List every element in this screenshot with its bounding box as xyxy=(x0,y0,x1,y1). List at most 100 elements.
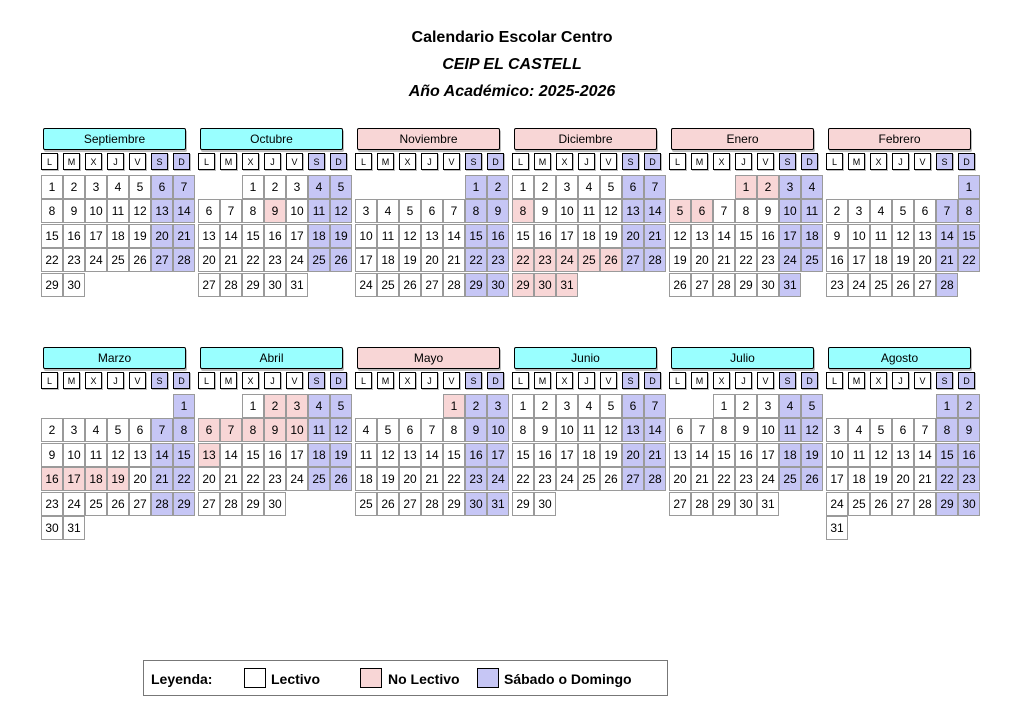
day-cell: 16 xyxy=(41,467,63,492)
day-cell: 21 xyxy=(151,467,173,492)
day-cell: 9 xyxy=(63,199,85,224)
day-cell: 1 xyxy=(735,175,757,199)
day-cell: 25 xyxy=(308,467,330,492)
day-cell: 18 xyxy=(355,467,377,492)
day-cell: 21 xyxy=(443,248,465,273)
day-cell: 31 xyxy=(63,516,85,540)
day-cell: 15 xyxy=(173,442,195,467)
day-cell: 23 xyxy=(534,467,556,492)
day-cell: 22 xyxy=(735,248,757,273)
day-cell: 30 xyxy=(487,272,509,297)
day-cell: 10 xyxy=(487,418,509,443)
weekday-header: S xyxy=(622,372,639,389)
day-cell: 24 xyxy=(779,248,801,273)
weekday-header: V xyxy=(757,153,774,170)
day-cell: 9 xyxy=(534,418,556,443)
weekday-header: X xyxy=(713,153,730,170)
day-cell: 1 xyxy=(443,394,465,418)
weekday-header: D xyxy=(173,372,190,389)
day-cell: 27 xyxy=(151,248,173,273)
day-cell: 28 xyxy=(691,491,713,516)
day-cell: 12 xyxy=(330,418,352,443)
day-cell: 8 xyxy=(512,199,534,224)
day-cell: 2 xyxy=(63,175,85,199)
day-cell: 2 xyxy=(264,394,286,418)
day-cell: 6 xyxy=(421,199,443,224)
day-cell: 7 xyxy=(644,175,666,199)
weekday-header: M xyxy=(691,153,708,170)
day-cell: 6 xyxy=(198,199,220,224)
day-cell: 2 xyxy=(826,199,848,224)
day-cell: 9 xyxy=(958,418,980,443)
day-cell: 29 xyxy=(242,272,264,297)
day-cell: 16 xyxy=(958,442,980,467)
weekday-header: M xyxy=(377,372,394,389)
weekday-header: L xyxy=(198,372,215,389)
weekday-header: L xyxy=(41,153,58,170)
day-cell: 27 xyxy=(914,272,936,297)
day-cell: 13 xyxy=(622,418,644,443)
weekday-header: L xyxy=(355,153,372,170)
day-cell: 31 xyxy=(286,272,308,297)
weekday-header: L xyxy=(355,372,372,389)
day-cell: 26 xyxy=(330,248,352,273)
day-cell: 12 xyxy=(892,223,914,248)
day-cell: 18 xyxy=(779,442,801,467)
day-cell: 22 xyxy=(958,248,980,273)
day-cell: 4 xyxy=(107,175,129,199)
day-cell: 14 xyxy=(936,223,958,248)
weekday-header: X xyxy=(85,372,102,389)
day-cell: 3 xyxy=(848,199,870,224)
day-cell: 25 xyxy=(355,491,377,516)
day-cell: 23 xyxy=(757,248,779,273)
day-cell: 21 xyxy=(173,223,195,248)
weekday-header: L xyxy=(826,153,843,170)
weekday-header: J xyxy=(107,153,124,170)
day-cell: 6 xyxy=(399,418,421,443)
day-cell: 26 xyxy=(129,248,151,273)
day-cell: 9 xyxy=(826,223,848,248)
day-cell: 14 xyxy=(644,418,666,443)
weekday-header: S xyxy=(465,372,482,389)
day-cell: 22 xyxy=(713,467,735,492)
day-cell: 14 xyxy=(713,223,735,248)
day-cell: 30 xyxy=(534,272,556,297)
day-cell: 12 xyxy=(377,442,399,467)
day-cell: 7 xyxy=(936,199,958,224)
day-cell: 8 xyxy=(958,199,980,224)
day-cell: 1 xyxy=(512,394,534,418)
day-cell: 27 xyxy=(198,272,220,297)
day-cell: 24 xyxy=(487,467,509,492)
weekday-header: L xyxy=(512,372,529,389)
day-cell: 19 xyxy=(870,467,892,492)
day-cell: 18 xyxy=(578,223,600,248)
day-cell: 3 xyxy=(779,175,801,199)
day-cell: 17 xyxy=(556,223,578,248)
day-cell: 23 xyxy=(826,272,848,297)
day-cell: 11 xyxy=(355,442,377,467)
day-cell: 7 xyxy=(173,175,195,199)
weekday-header: L xyxy=(198,153,215,170)
day-cell: 12 xyxy=(669,223,691,248)
legend-item-lectivo: Lectivo xyxy=(271,671,321,687)
day-cell: 14 xyxy=(220,442,242,467)
day-cell: 1 xyxy=(936,394,958,418)
day-cell: 13 xyxy=(669,442,691,467)
day-cell: 17 xyxy=(826,467,848,492)
day-cell: 16 xyxy=(264,223,286,248)
day-cell: 28 xyxy=(421,491,443,516)
day-cell: 18 xyxy=(85,467,107,492)
day-cell: 25 xyxy=(377,272,399,297)
day-cell: 21 xyxy=(713,248,735,273)
day-cell: 1 xyxy=(465,175,487,199)
weekday-header: L xyxy=(669,372,686,389)
day-cell: 7 xyxy=(691,418,713,443)
day-cell: 27 xyxy=(198,491,220,516)
day-cell: 23 xyxy=(958,467,980,492)
day-cell: 20 xyxy=(129,467,151,492)
legend-label: Leyenda: xyxy=(151,671,213,687)
day-cell: 24 xyxy=(286,248,308,273)
day-cell: 6 xyxy=(691,199,713,224)
day-cell: 16 xyxy=(534,223,556,248)
day-cell: 29 xyxy=(465,272,487,297)
